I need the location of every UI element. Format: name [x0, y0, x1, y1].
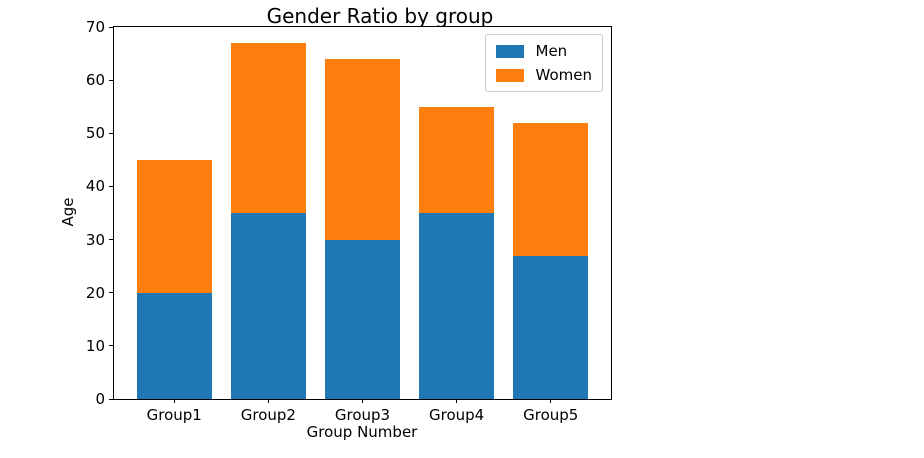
bar-segment-men-group1: [136, 292, 212, 399]
y-tick-label: 50: [85, 124, 105, 143]
x-tick-label: Group1: [146, 406, 202, 424]
y-tick-label: 30: [85, 230, 105, 249]
x-tick-mark: [173, 399, 175, 403]
y-tick-mark: [109, 26, 113, 28]
y-tick-label: 60: [85, 71, 105, 90]
x-tick-mark: [456, 399, 458, 403]
x-tick-label: Group3: [334, 406, 391, 424]
legend: Men Women: [484, 34, 603, 92]
x-tick-label: Group5: [523, 406, 579, 424]
y-tick-label: 10: [85, 336, 105, 355]
y-tick-mark: [109, 132, 113, 134]
y-tick-mark: [109, 398, 113, 400]
x-axis-label: Group Number: [306, 423, 418, 441]
y-tick-label: 70: [85, 18, 105, 36]
legend-swatch-men: [495, 44, 524, 58]
y-axis-label: Age: [59, 197, 77, 227]
y-tick-mark: [109, 345, 113, 347]
y-tick-label: 0: [95, 390, 105, 408]
x-tick-mark: [267, 399, 269, 403]
bar-segment-women-group4: [418, 106, 495, 213]
legend-label-women: Women: [535, 66, 592, 84]
y-tick-mark: [109, 292, 113, 294]
legend-label-men: Men: [535, 42, 568, 60]
y-tick-mark: [109, 185, 113, 187]
bar-segment-women-group3: [324, 58, 401, 240]
x-tick-mark: [550, 399, 552, 403]
bar-segment-men-group5: [513, 255, 589, 399]
x-tick-label: Group4: [429, 406, 485, 424]
y-tick-label: 20: [85, 283, 105, 302]
y-tick-mark: [109, 239, 113, 241]
x-tick-label: Group2: [240, 406, 296, 424]
bar-segment-women-group2: [230, 42, 307, 213]
bar-segment-men-group4: [418, 213, 495, 399]
x-tick-mark: [362, 399, 363, 403]
legend-item-women: Women: [495, 66, 592, 84]
bar-segment-men-group2: [230, 213, 307, 399]
y-tick-mark: [109, 79, 113, 81]
plot-area: Men Women 0 10 20 30 40 50 60 70 Group1 Group2 Grou…: [86, 18, 612, 424]
bar-segment-men-group3: [324, 239, 401, 399]
chart-title: Gender Ratio by group: [266, 4, 494, 28]
legend-swatch-women: [495, 68, 524, 82]
bar-segment-women-group5: [513, 122, 589, 256]
y-tick-label: 40: [85, 177, 105, 196]
bar-segment-women-group1: [136, 159, 212, 293]
legend-item-men: Men: [495, 42, 592, 60]
